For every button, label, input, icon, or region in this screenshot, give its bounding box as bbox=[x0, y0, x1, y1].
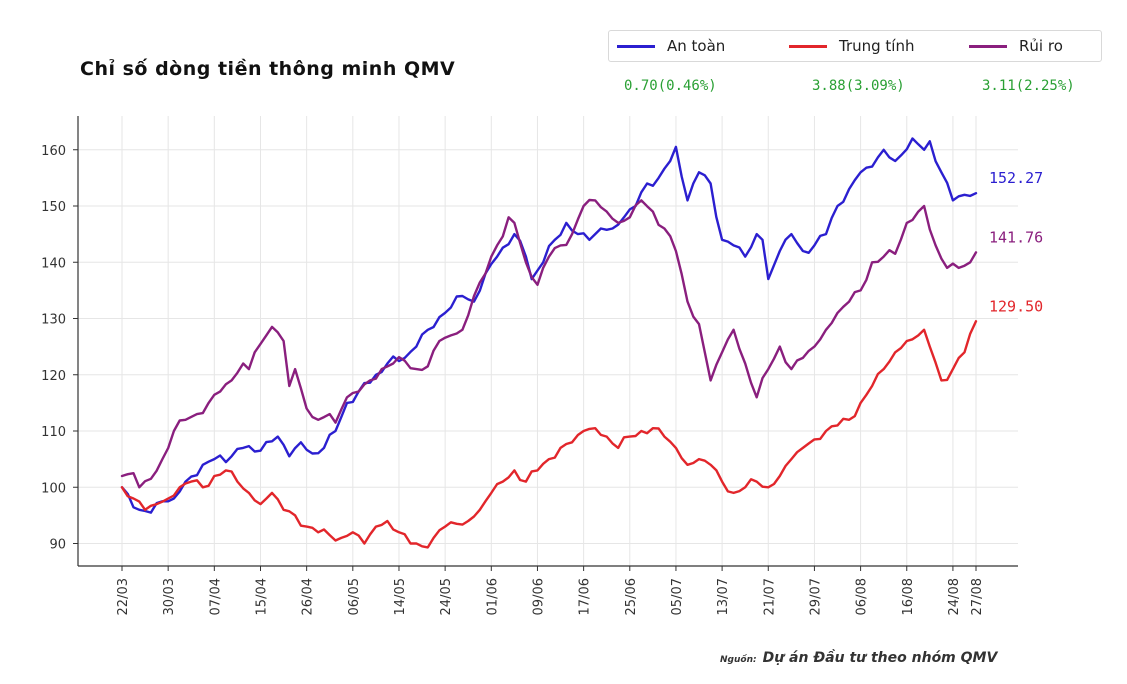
x-tick-label: 30/03 bbox=[162, 578, 177, 615]
x-tick-label: 17/06 bbox=[578, 578, 593, 615]
end-value-label-trung-tinh: 129.50 bbox=[989, 297, 1043, 315]
x-tick-label: 24/05 bbox=[439, 578, 454, 615]
x-tick-label: 16/08 bbox=[901, 578, 916, 615]
y-tick-label: 110 bbox=[41, 425, 66, 440]
legend-swatch-rui-ro bbox=[969, 44, 1007, 48]
x-tick-label: 07/04 bbox=[208, 578, 223, 615]
x-tick-label: 13/07 bbox=[716, 578, 731, 615]
x-tick-label: 01/06 bbox=[485, 578, 500, 615]
source-note: Nguồn: Dự án Đầu tư theo nhóm QMV bbox=[720, 650, 997, 666]
legend-label-an-toan: An toàn bbox=[667, 37, 726, 55]
end-value-label-an-toan: 152.27 bbox=[989, 169, 1043, 187]
y-tick-label: 120 bbox=[41, 369, 66, 384]
legend-swatch-an-toan bbox=[617, 44, 655, 48]
y-tick-label: 100 bbox=[41, 481, 66, 496]
change-rui-ro: 3.11(2.25%) bbox=[982, 78, 1075, 94]
change-trung-tinh: 3.88(3.09%) bbox=[812, 78, 905, 94]
legend-item-rui-ro: Rủi ro bbox=[969, 31, 1063, 61]
x-tick-label: 24/08 bbox=[947, 578, 962, 615]
series-line-an-toan bbox=[120, 137, 978, 514]
x-tick-label: 26/04 bbox=[301, 578, 316, 615]
x-tick-label: 27/08 bbox=[970, 578, 985, 615]
x-tick-label: 29/07 bbox=[808, 578, 823, 615]
end-value-label-rui-ro: 141.76 bbox=[989, 228, 1043, 246]
legend-item-trung-tinh: Trung tính bbox=[789, 31, 915, 61]
x-tick-label: 05/07 bbox=[670, 578, 685, 615]
legend-swatch-trung-tinh bbox=[789, 44, 827, 48]
y-tick-label: 90 bbox=[49, 538, 66, 553]
series-line-trung-tinh bbox=[120, 320, 978, 549]
legend: An toàn Trung tính Rủi ro bbox=[608, 30, 1102, 62]
legend-item-an-toan: An toàn bbox=[617, 31, 725, 61]
x-tick-label: 22/03 bbox=[116, 578, 131, 615]
y-tick-label: 150 bbox=[41, 200, 66, 215]
y-tick-label: 160 bbox=[41, 144, 66, 159]
legend-label-rui-ro: Rủi ro bbox=[1019, 37, 1063, 55]
change-an-toan: 0.70(0.46%) bbox=[624, 78, 717, 94]
source-text: Dự án Đầu tư theo nhóm QMV bbox=[762, 650, 998, 666]
x-tick-label: 09/06 bbox=[531, 578, 546, 615]
y-tick-label: 140 bbox=[41, 256, 66, 271]
x-tick-label: 15/04 bbox=[254, 578, 269, 615]
y-tick-label: 130 bbox=[41, 313, 66, 328]
x-tick-label: 06/08 bbox=[855, 578, 870, 615]
source-label: Nguồn: bbox=[720, 655, 757, 665]
legend-label-trung-tinh: Trung tính bbox=[839, 37, 915, 55]
x-tick-label: 06/05 bbox=[347, 578, 362, 615]
x-tick-label: 14/05 bbox=[393, 578, 408, 615]
series-line-rui-ro bbox=[120, 198, 978, 489]
chart-title: Chỉ số dòng tiền thông minh QMV bbox=[80, 58, 456, 80]
x-tick-label: 25/06 bbox=[624, 578, 639, 615]
x-tick-label: 21/07 bbox=[762, 578, 777, 615]
